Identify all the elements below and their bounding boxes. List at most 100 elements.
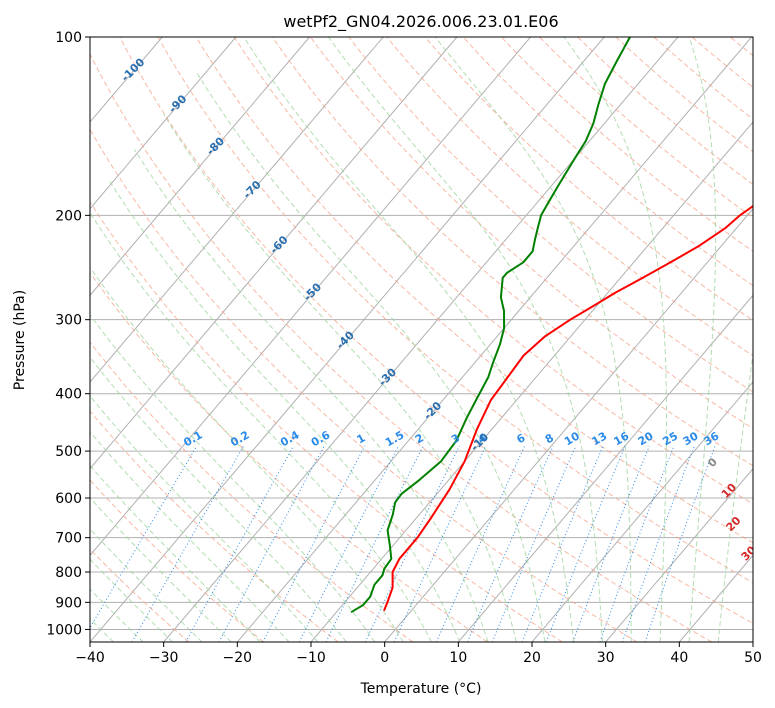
isotherm-line xyxy=(605,467,753,642)
mixing-ratio-layer xyxy=(90,445,716,642)
mixing-ratio-line xyxy=(599,445,675,642)
moist-adiabat-label: 0 xyxy=(705,455,720,470)
x-axis: −40 −30 −20 −10 0 10 20 30 40 50 xyxy=(75,642,762,666)
mixing-ratio-label: 16 xyxy=(612,429,632,448)
dry-adiabat xyxy=(90,201,563,642)
moist-adiabat-label: 20 xyxy=(724,514,744,534)
dry-adiabat xyxy=(768,37,775,642)
isotherm-line xyxy=(90,37,458,470)
mixing-ratio-label: 10 xyxy=(562,429,582,448)
mixing-ratio-label: 0.2 xyxy=(228,428,251,449)
series-layer xyxy=(350,37,753,614)
mixing-ratio-line xyxy=(393,445,487,642)
y-axis: 1000 900 800 700 600 500 400 300 200 100 xyxy=(46,30,90,638)
plot-area: 0.1 0.2 0.4 0.6 1 1.5 2 3 4 6 8 10 13 16 20 25 30 36-100-… xyxy=(90,37,775,642)
mixing-ratio-label: 8 xyxy=(543,431,556,446)
isotherm-line xyxy=(90,37,531,557)
mixing-ratio-label: 36 xyxy=(702,429,722,448)
isotherm-line xyxy=(90,37,237,210)
moist-adiabat xyxy=(163,113,517,642)
moist-adiabat xyxy=(90,431,290,642)
mixing-ratio-label: 13 xyxy=(589,429,609,448)
y-tick-label: 800 xyxy=(55,565,82,581)
mixing-ratio-line xyxy=(90,445,198,629)
moist-adiabat xyxy=(563,37,667,642)
moist-adiabat xyxy=(243,37,575,642)
dry-adiabat xyxy=(233,37,753,505)
y-tick-label: 500 xyxy=(55,444,82,460)
x-tick-label: 10 xyxy=(449,650,467,666)
moist-adiabat-label: 40 xyxy=(751,576,771,596)
grid-layer xyxy=(90,37,753,642)
moist-adiabat xyxy=(328,37,603,642)
mixing-ratio-label: 25 xyxy=(660,429,680,448)
isotherm-line xyxy=(236,37,752,642)
y-tick-label: 900 xyxy=(55,595,82,611)
dry-adiabat xyxy=(386,37,753,357)
isotherm-line xyxy=(163,37,679,642)
moist-adiabat xyxy=(90,588,144,642)
dry-adiabat xyxy=(462,37,753,287)
mixing-ratio-line xyxy=(262,445,366,642)
y-tick-label: 400 xyxy=(55,387,82,403)
x-tick-label: −10 xyxy=(296,650,326,666)
x-tick-label: −20 xyxy=(223,650,253,666)
mixing-ratio-label: 6 xyxy=(514,431,527,446)
moist-adiabat xyxy=(434,37,632,642)
dry-adiabat xyxy=(90,271,488,642)
moist-adiabat xyxy=(90,558,173,642)
isotherm-line xyxy=(752,641,753,642)
moist-adiabat xyxy=(109,180,461,642)
mixing-ratio-line xyxy=(521,445,604,642)
x-tick-label: −30 xyxy=(149,650,179,666)
y-axis-label: Pressure (hPa) xyxy=(12,290,28,390)
dry-adiabat xyxy=(271,37,753,467)
x-tick-label: 0 xyxy=(380,650,389,666)
moist-adiabat xyxy=(90,528,203,642)
mixing-ratio-line xyxy=(131,445,245,642)
dry-adiabat xyxy=(653,37,753,120)
mixing-ratio-label: 0.4 xyxy=(278,428,302,449)
moist-adiabat xyxy=(717,350,753,642)
y-tick-label: 1000 xyxy=(46,622,82,638)
mixing-ratio-label: 0.1 xyxy=(181,428,204,449)
moist-adiabat-layer xyxy=(90,37,753,642)
mixing-ratio-label: 30 xyxy=(681,429,701,448)
moist-adiabat-label: 30 xyxy=(739,543,759,563)
mixing-ratio-line xyxy=(185,445,294,642)
moist-adiabat xyxy=(90,211,432,642)
moist-adiabat xyxy=(90,464,261,642)
x-tick-label: 40 xyxy=(670,650,688,666)
y-tick-label: 600 xyxy=(55,491,82,507)
dry-adiabat xyxy=(119,37,753,624)
isotherm-line xyxy=(90,37,310,297)
mixing-ratio-line xyxy=(298,445,399,642)
isotherm-line xyxy=(90,37,384,383)
mixing-ratio-line xyxy=(467,445,554,642)
mixing-ratio-line xyxy=(364,445,460,642)
chart-title: wetPf2_GN04.2026.006.23.01.E06 xyxy=(283,12,558,32)
dry-adiabat xyxy=(310,37,753,430)
isotherm-line xyxy=(457,294,753,642)
moist-adiabat xyxy=(90,497,232,642)
mixing-ratio-label: 1 xyxy=(355,431,368,446)
x-tick-label: 30 xyxy=(597,650,615,666)
y-tick-label: 200 xyxy=(55,208,82,224)
isotherm-line xyxy=(90,37,605,642)
x-tick-label: 50 xyxy=(744,650,762,666)
dry-adiabat-layer xyxy=(90,37,775,642)
isotherm-line xyxy=(384,207,753,642)
y-tick-label: 100 xyxy=(55,30,82,46)
mixing-ratio-line xyxy=(325,445,424,642)
mixing-ratio-line xyxy=(644,445,716,642)
dry-adiabat xyxy=(195,37,753,544)
mixing-ratio-label: 20 xyxy=(636,429,656,448)
dry-adiabat xyxy=(157,37,753,584)
mixing-ratio-label: 1.5 xyxy=(383,428,406,449)
dewpoint-profile-line xyxy=(350,37,631,614)
y-tick-label: 300 xyxy=(55,313,82,329)
dry-adiabat xyxy=(424,37,753,322)
plot-frame xyxy=(89,36,754,643)
moist-adiabat xyxy=(688,37,717,642)
isotherm-line xyxy=(678,554,753,642)
